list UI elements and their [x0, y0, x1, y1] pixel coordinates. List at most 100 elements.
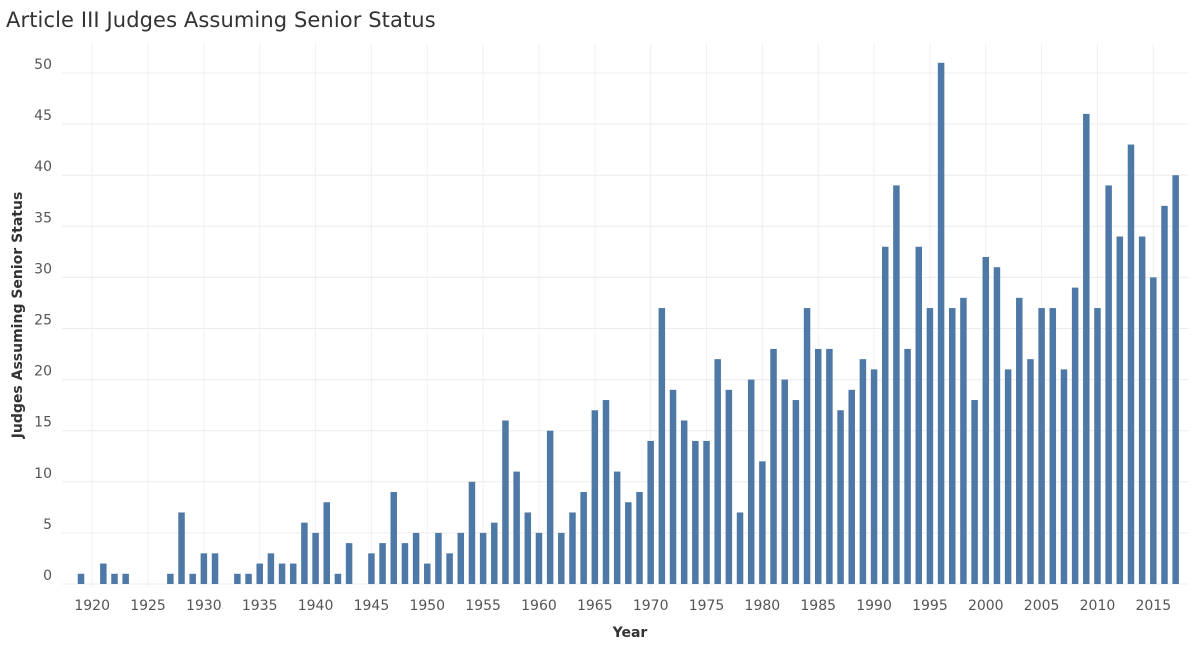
bar-1946 [379, 543, 386, 584]
bar-1930 [200, 553, 208, 584]
bar-1921 [100, 563, 107, 584]
x-tick-label: 1985 [800, 598, 836, 614]
x-tick-label: 1935 [242, 598, 278, 614]
bar-1976 [714, 359, 721, 584]
bar-1984 [803, 308, 811, 584]
bar-2007 [1060, 369, 1068, 584]
bar-2016 [1161, 205, 1168, 585]
bar-2015 [1150, 277, 1157, 584]
bar-1934 [245, 573, 252, 584]
bar-1970 [647, 440, 654, 584]
bar-1938 [289, 563, 297, 584]
bar-1978 [736, 512, 744, 584]
bar-1967 [613, 471, 621, 584]
y-tick-label: 50 [34, 57, 52, 73]
bar-1982 [781, 379, 788, 584]
bar-1996 [937, 62, 945, 584]
bar-1943 [345, 543, 353, 584]
bar-2010 [1094, 308, 1101, 584]
bar-1950 [424, 563, 431, 584]
bar-1997 [949, 308, 956, 584]
bar-1972 [669, 389, 677, 584]
y-tick-label: 40 [34, 159, 52, 175]
bar-1929 [189, 573, 196, 584]
bar-1937 [278, 563, 286, 584]
bar-1948 [401, 543, 409, 584]
bar-2017 [1172, 175, 1179, 584]
bar-1942 [334, 573, 342, 584]
bar-1959 [524, 512, 532, 584]
bar-1985 [814, 348, 822, 584]
bar-1980 [759, 461, 766, 584]
bar-2006 [1049, 308, 1057, 584]
bar-1994 [915, 246, 922, 585]
bar-1931 [211, 553, 219, 584]
bar-1966 [602, 400, 610, 584]
bar-1923 [122, 573, 129, 584]
bar-1969 [636, 492, 643, 584]
y-tick-label: 25 [34, 313, 52, 329]
bar-1991 [881, 246, 889, 585]
x-tick-label: 1945 [354, 598, 390, 614]
y-tick-label: 30 [34, 261, 52, 277]
y-tick-label: 0 [43, 568, 52, 584]
bar-1977 [725, 389, 733, 584]
bar-1973 [680, 420, 688, 584]
grid-lines [62, 44, 1188, 588]
bar-2003 [1016, 297, 1023, 584]
x-tick-label: 1930 [186, 598, 222, 614]
x-tick-label: 2005 [1024, 598, 1060, 614]
bar-2009 [1083, 113, 1090, 584]
bar-1953 [457, 532, 465, 584]
bar-1952 [446, 553, 453, 584]
y-tick-label: 15 [34, 415, 52, 431]
bar-1987 [837, 410, 844, 584]
bars [77, 62, 1179, 585]
x-tick-label: 1970 [633, 598, 669, 614]
y-tick-label: 5 [43, 517, 52, 533]
x-tick-label: 1960 [521, 598, 557, 614]
x-tick-label: 2000 [968, 598, 1004, 614]
bar-1988 [848, 389, 855, 584]
bar-1992 [893, 185, 900, 585]
x-tick-label: 1965 [577, 598, 613, 614]
x-tick-label: 1940 [298, 598, 334, 614]
bar-1957 [502, 420, 509, 584]
x-tick-label: 1990 [856, 598, 892, 614]
bar-1971 [658, 308, 666, 584]
bar-1958 [513, 471, 520, 584]
x-tick-label: 1950 [409, 598, 445, 614]
bar-2005 [1038, 308, 1045, 584]
bar-1928 [178, 512, 185, 584]
bar-1968 [625, 502, 632, 584]
bar-1939 [301, 522, 308, 584]
x-tick-label: 2010 [1080, 598, 1116, 614]
y-tick-label: 45 [34, 108, 52, 124]
bar-1986 [826, 348, 833, 584]
bar-1981 [770, 348, 777, 584]
x-tick-label: 1980 [745, 598, 781, 614]
bar-1974 [692, 440, 699, 584]
x-tick-label: 2015 [1135, 598, 1171, 614]
bar-1955 [479, 532, 487, 584]
bar-1927 [167, 573, 174, 584]
bar-1989 [859, 359, 867, 584]
bar-1961 [546, 430, 554, 584]
bar-2012 [1116, 236, 1124, 584]
bar-2002 [1004, 369, 1012, 584]
bar-2004 [1027, 359, 1034, 584]
bar-1949 [412, 532, 420, 584]
bar-1919 [77, 573, 85, 584]
bar-1963 [569, 512, 576, 584]
bar-1936 [267, 553, 275, 584]
bar-2008 [1071, 287, 1079, 584]
x-tick-label: 1995 [912, 598, 948, 614]
bar-2011 [1105, 185, 1112, 585]
bar-1960 [535, 532, 543, 584]
bar-2000 [982, 256, 990, 584]
bar-1962 [558, 532, 565, 584]
bar-1979 [747, 379, 755, 584]
bar-1990 [870, 369, 878, 584]
bar-1975 [703, 440, 710, 584]
bar-1947 [390, 492, 398, 584]
